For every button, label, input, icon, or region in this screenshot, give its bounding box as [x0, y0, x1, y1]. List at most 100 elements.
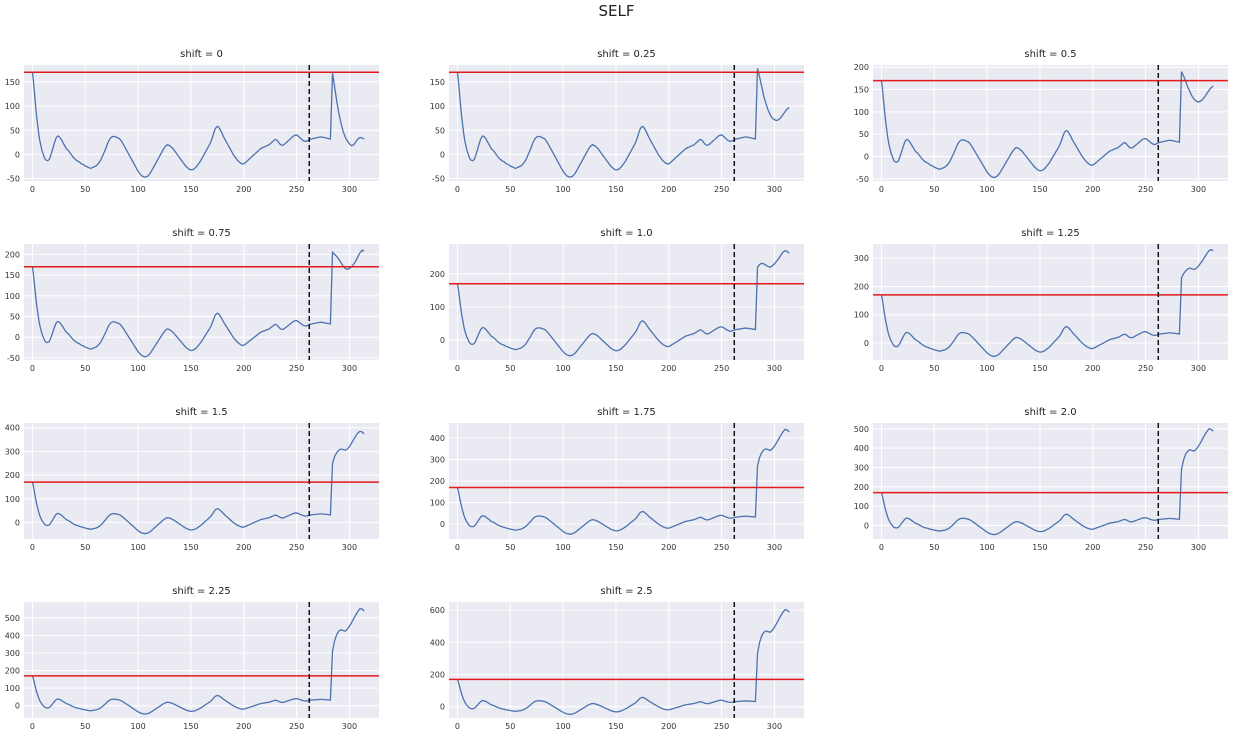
x-tick-label: 200 — [236, 185, 251, 194]
subplot-title-3: shift = 0.75 — [172, 228, 231, 239]
series-line — [456, 68, 790, 178]
plot-background — [24, 602, 379, 718]
x-tick-label: 0 — [30, 722, 35, 731]
y-tick-label: 50 — [10, 126, 20, 135]
y-tick-label: 300 — [5, 447, 20, 456]
x-tick-label: 150 — [608, 364, 623, 373]
plot-background — [873, 423, 1228, 539]
x-tick-label: 0 — [30, 364, 35, 373]
series-line — [456, 609, 790, 715]
y-tick-label: 150 — [5, 271, 20, 280]
subplot-title-2: shift = 0.5 — [1024, 49, 1076, 60]
subplot-title-5: shift = 1.25 — [1021, 228, 1080, 239]
x-tick-label: 150 — [608, 543, 623, 552]
plot-area-3: 0 50 100 150 200 250 300 -50 0 50 100 150 200 — [5, 244, 379, 373]
x-tick-label: 200 — [1085, 364, 1100, 373]
subplot-6: 0 50 100 150 200 250 300 0 100 200 300 400 shift = 1… — [5, 407, 379, 552]
plot-background — [449, 244, 804, 360]
y-tick-label: 600 — [430, 606, 445, 615]
y-tick-label: 300 — [854, 463, 869, 472]
x-tick-label: 300 — [767, 543, 782, 552]
subplot-9: 0 50 100 150 200 250 300 0 100 200 300 400 500 shift … — [5, 586, 379, 731]
y-tick-label: 200 — [430, 671, 445, 680]
subplot-5: 0 50 100 150 200 250 300 0 100 200 300 shift = 1.25 — [854, 228, 1228, 373]
x-tick-label: 100 — [130, 364, 145, 373]
x-tick-label: 50 — [505, 722, 515, 731]
x-tick-label: 50 — [80, 543, 90, 552]
x-tick-label: 250 — [289, 364, 304, 373]
subplot-2: 0 50 100 150 200 250 300 -50 0 50 100 150 200 shift =… — [854, 49, 1228, 194]
x-tick-label: 200 — [661, 364, 676, 373]
x-tick-label: 200 — [236, 722, 251, 731]
y-tick-label: 200 — [430, 270, 445, 279]
y-tick-label: 200 — [430, 477, 445, 486]
x-tick-label: 150 — [183, 364, 198, 373]
y-tick-label: 400 — [854, 444, 869, 453]
x-tick-label: 300 — [767, 722, 782, 731]
y-tick-label: 100 — [854, 311, 869, 320]
x-tick-label: 100 — [555, 722, 570, 731]
y-tick-label: 400 — [430, 434, 445, 443]
y-tick-label: 200 — [854, 483, 869, 492]
plot-background — [449, 602, 804, 718]
x-tick-label: 100 — [555, 185, 570, 194]
x-tick-label: 250 — [1138, 543, 1153, 552]
y-tick-label: 50 — [859, 130, 869, 139]
plot-area-6: 0 50 100 150 200 250 300 0 100 200 300 400 — [5, 423, 379, 552]
subplot-7: 0 50 100 150 200 250 300 0 100 200 300 400 shift = 1… — [430, 407, 804, 552]
plot-area-0: 0 50 100 150 200 250 300 -50 0 50 100 150 — [5, 65, 379, 194]
y-tick-label: 200 — [5, 250, 20, 259]
x-tick-label: 300 — [342, 185, 357, 194]
plot-background — [873, 65, 1228, 181]
y-tick-label: 100 — [5, 102, 20, 111]
x-tick-label: 0 — [879, 543, 884, 552]
subplot-title-7: shift = 1.75 — [597, 407, 656, 418]
x-tick-label: 150 — [183, 543, 198, 552]
subplot-1: 0 50 100 150 200 250 300 -50 0 50 100 150 shift = 0.… — [430, 49, 804, 194]
y-tick-label: -50 — [432, 175, 445, 184]
x-tick-label: 300 — [767, 185, 782, 194]
x-tick-label: 50 — [80, 364, 90, 373]
y-tick-label: 0 — [15, 150, 20, 159]
x-tick-label: 0 — [879, 185, 884, 194]
x-tick-label: 200 — [236, 543, 251, 552]
x-tick-label: 300 — [1191, 185, 1206, 194]
x-tick-label: 250 — [714, 185, 729, 194]
y-tick-label: 0 — [440, 520, 445, 529]
y-tick-label: 100 — [430, 303, 445, 312]
x-tick-label: 50 — [505, 364, 515, 373]
y-tick-label: 150 — [854, 86, 869, 95]
x-tick-label: 150 — [1032, 364, 1047, 373]
subplot-title-1: shift = 0.25 — [597, 49, 656, 60]
x-tick-label: 0 — [30, 543, 35, 552]
x-tick-label: 300 — [1191, 364, 1206, 373]
series-line — [880, 428, 1214, 536]
y-tick-label: 300 — [5, 649, 20, 658]
x-tick-label: 100 — [130, 185, 145, 194]
x-tick-label: 150 — [183, 185, 198, 194]
x-tick-label: 100 — [979, 543, 994, 552]
y-tick-label: -50 — [856, 175, 869, 184]
x-tick-label: 100 — [555, 364, 570, 373]
y-tick-label: -50 — [7, 175, 20, 184]
y-tick-label: 50 — [435, 126, 445, 135]
x-tick-label: 300 — [342, 722, 357, 731]
x-tick-label: 100 — [130, 543, 145, 552]
plot-area-9: 0 50 100 150 200 250 300 0 100 200 300 400 500 — [5, 602, 379, 731]
x-tick-label: 250 — [1138, 364, 1153, 373]
series-line — [31, 249, 365, 358]
series-line — [31, 607, 365, 715]
x-tick-label: 200 — [236, 364, 251, 373]
x-tick-label: 250 — [714, 722, 729, 731]
x-tick-label: 300 — [342, 364, 357, 373]
x-tick-label: 250 — [289, 722, 304, 731]
y-tick-label: 0 — [15, 333, 20, 342]
x-tick-label: 0 — [879, 364, 884, 373]
y-tick-label: 300 — [854, 254, 869, 263]
y-tick-label: 200 — [854, 282, 869, 291]
x-tick-label: 0 — [455, 185, 460, 194]
series-line — [456, 249, 790, 357]
x-tick-label: 100 — [979, 364, 994, 373]
series-line — [456, 428, 790, 535]
